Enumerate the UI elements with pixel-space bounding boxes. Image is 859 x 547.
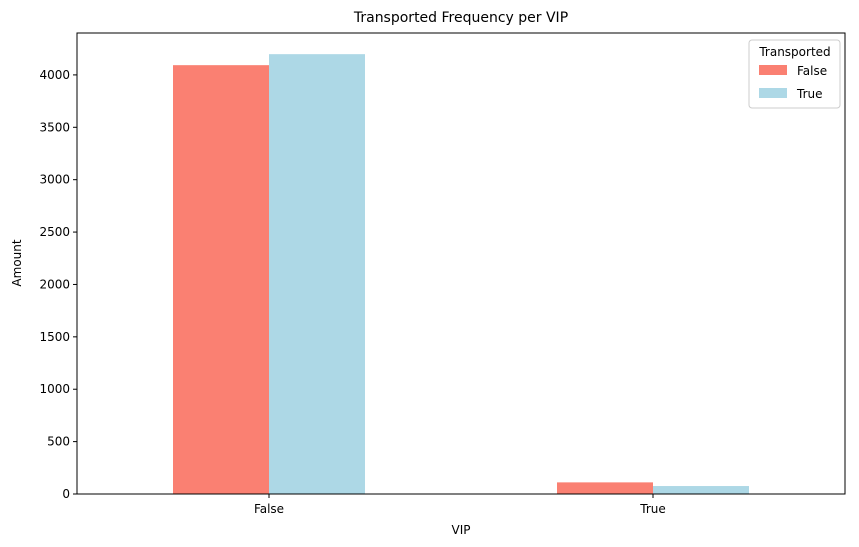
legend-label-true: True (796, 87, 823, 101)
y-tick-label: 4000 (39, 68, 70, 82)
y-tick-label: 0 (62, 487, 70, 501)
y-tick-label: 500 (47, 435, 70, 449)
legend-title: Transported (758, 45, 830, 59)
bar-false-true (269, 54, 365, 494)
y-tick-label: 3500 (39, 120, 70, 134)
plot-frame (76, 32, 846, 495)
x-tick-label: False (254, 502, 284, 516)
bar-true-false (557, 482, 653, 494)
y-tick-label: 1000 (39, 382, 70, 396)
legend: Transported False True (748, 39, 841, 109)
x-tick-label: True (639, 502, 666, 516)
y-tick-label: 1500 (39, 330, 70, 344)
chart-title: Transported Frequency per VIP (353, 10, 568, 26)
x-axis-label: VIP (452, 523, 471, 537)
y-tick-label: 2500 (39, 225, 70, 239)
y-tick-label: 2000 (39, 277, 70, 291)
legend-swatch-true (759, 88, 787, 98)
bar-false-false (173, 65, 269, 495)
y-tick-label: 3000 (39, 173, 70, 187)
legend-label-false: False (797, 64, 827, 78)
y-axis-label: Amount (10, 239, 24, 286)
bar-true-true (653, 486, 749, 494)
legend-swatch-false (759, 65, 787, 75)
